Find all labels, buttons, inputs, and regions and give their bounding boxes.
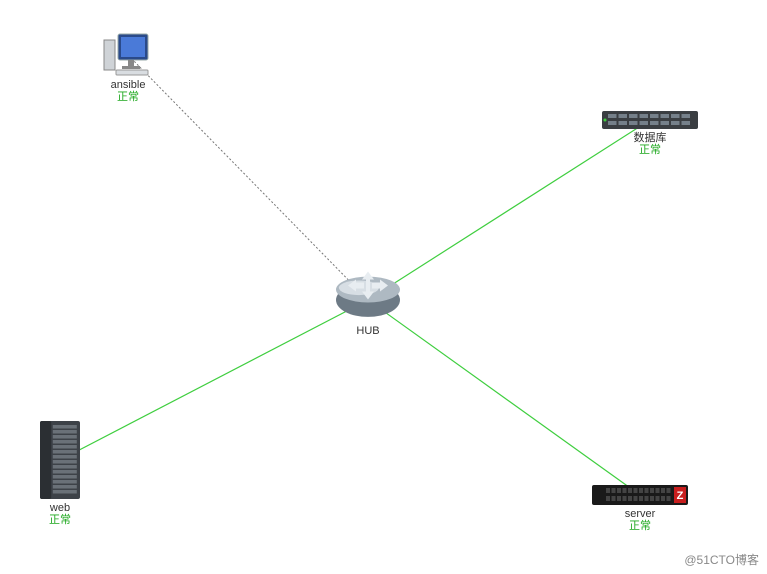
edge-hub-server bbox=[368, 300, 640, 495]
node-label: HUB bbox=[356, 325, 379, 337]
node-label: ansible bbox=[111, 79, 146, 91]
svg-text:Z: Z bbox=[677, 490, 684, 502]
node-hub[interactable]: HUB bbox=[336, 272, 400, 337]
node-label: web bbox=[49, 502, 70, 514]
node-web[interactable]: web正常 bbox=[40, 421, 80, 526]
rackserver-bottom-icon: Z bbox=[592, 485, 688, 505]
node-server[interactable]: Zserver正常 bbox=[592, 485, 688, 532]
node-status: 正常 bbox=[49, 513, 71, 526]
node-label: server bbox=[625, 508, 656, 520]
watermark: @51CTO博客 bbox=[684, 551, 759, 568]
node-status: 正常 bbox=[629, 519, 651, 532]
workstation-icon bbox=[104, 34, 148, 75]
edge-hub-database bbox=[368, 120, 650, 300]
node-status: 正常 bbox=[117, 90, 139, 103]
tower-server-icon bbox=[40, 421, 80, 499]
node-database[interactable]: 数据库正常 bbox=[602, 111, 698, 156]
rackserver-top-icon bbox=[602, 111, 698, 129]
edge-hub-ansible bbox=[128, 55, 368, 300]
topology-canvas: HUBansible正常数据库正常web正常Zserver正常 bbox=[0, 0, 767, 574]
router-icon bbox=[336, 272, 400, 317]
node-ansible[interactable]: ansible正常 bbox=[104, 34, 148, 103]
node-status: 正常 bbox=[639, 143, 661, 156]
node-label: 数据库 bbox=[634, 130, 667, 144]
edge-hub-web bbox=[60, 300, 368, 460]
